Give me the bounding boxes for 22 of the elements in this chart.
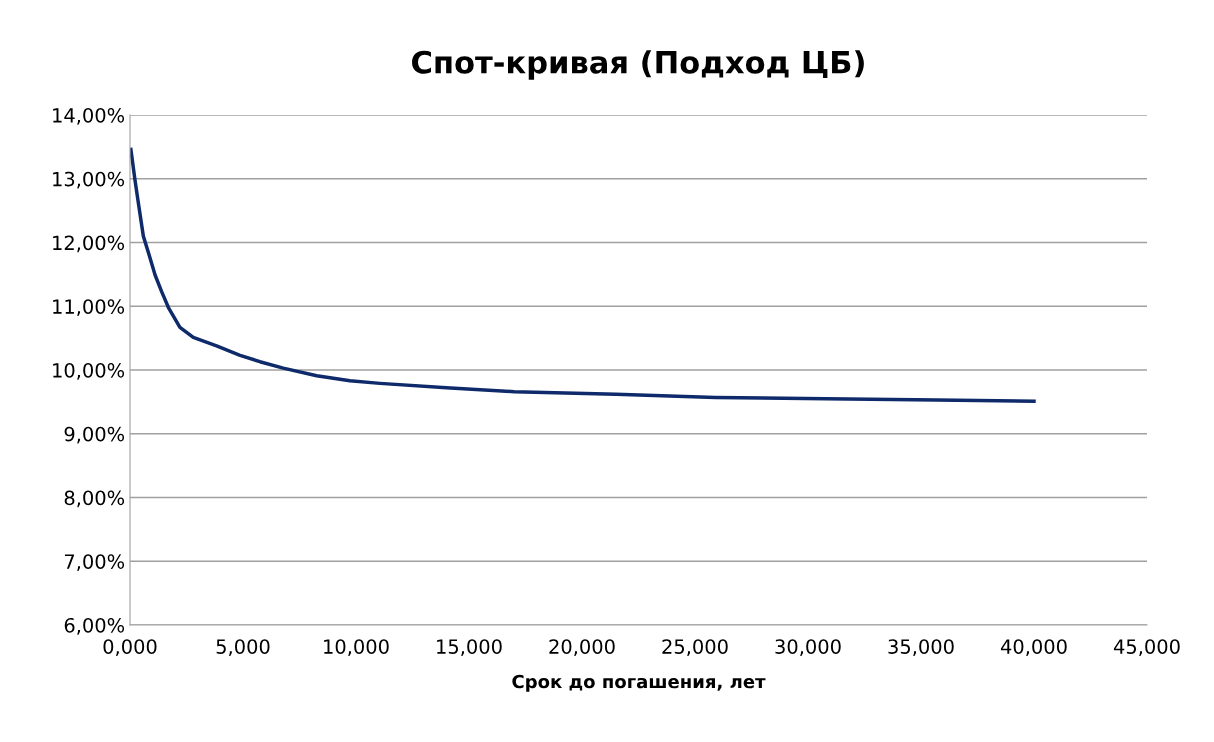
x-tick-label: 40,000 xyxy=(1000,639,1067,656)
chart-title: Спот-кривая (Подход ЦБ) xyxy=(412,50,864,80)
x-tick-label: 10,000 xyxy=(324,639,389,656)
x-tick-label: 20,000 xyxy=(549,639,615,656)
line-series xyxy=(130,147,1036,403)
y-tick-label: 7,00% xyxy=(64,554,125,571)
y-tick-label: 13,00% xyxy=(53,171,125,189)
x-tick-label: 30,000 xyxy=(775,639,841,656)
y-tick-label: 8,00% xyxy=(64,490,125,508)
x-tick-label: 45,000 xyxy=(1113,639,1180,656)
y-tick-label: 11,00% xyxy=(53,299,125,316)
x-tick-label: 15,000 xyxy=(437,639,502,656)
y-tick-label: 6,00% xyxy=(64,617,125,635)
y-tick-label: 10,00% xyxy=(53,362,125,380)
y-tick-label: 12,00% xyxy=(53,235,125,253)
x-tick-label: 25,000 xyxy=(662,639,728,656)
x-axis-title: Срок до погашения, лет xyxy=(512,674,766,692)
x-tick-label: 5,000 xyxy=(216,639,270,656)
x-tick-label: 0,000 xyxy=(103,639,157,656)
y-tick-label: 9,00% xyxy=(64,426,125,444)
x-tick-label: 35,000 xyxy=(888,639,954,656)
y-tick-label: 14,00% xyxy=(53,107,125,125)
